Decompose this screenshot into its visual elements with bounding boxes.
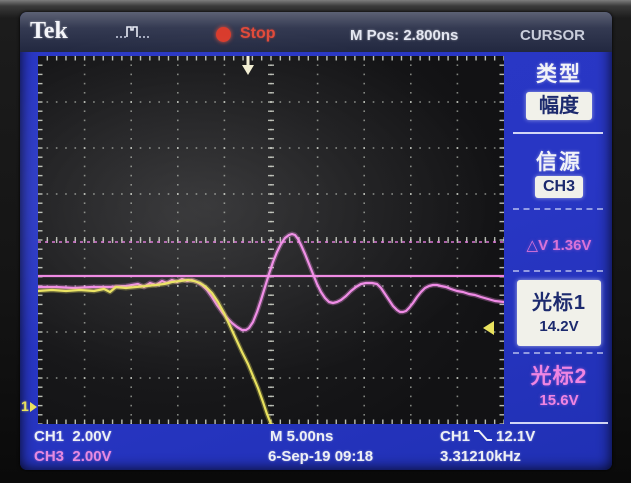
graticule-area [35, 56, 507, 427]
ch1-scale-value: 2.00V [72, 428, 112, 445]
ch3-label: CH3 [34, 448, 65, 465]
menu-title: CURSOR [520, 27, 586, 44]
right-arrow-icon [29, 402, 37, 412]
bottom-readout-bar: CH1 2.00V CH3 2.00V M 5.00ns 6-Sep-19 09… [20, 424, 612, 470]
trigger-source: CH1 [440, 428, 471, 445]
trigger-readout: CH1 12.1V [440, 428, 535, 445]
menu-separator [513, 352, 603, 354]
trigger-frequency-readout: 3.31210kHz [440, 448, 521, 465]
horizontal-position-readout: M Pos: 2.800ns [350, 27, 459, 44]
cursor1-value: 14.2V [539, 318, 579, 335]
ch3-scale-readout: CH3 2.00V [34, 448, 112, 465]
ch1-ground-marker: 1 [21, 398, 37, 414]
ch1-scale-readout: CH1 2.00V [34, 428, 112, 445]
ch3-scale-value: 2.00V [72, 448, 112, 465]
cursor-source-label: 信源 [536, 151, 582, 174]
acquisition-status: Stop [240, 25, 276, 42]
menu-separator [513, 208, 603, 210]
falling-edge-icon [474, 430, 493, 441]
trigger-level-value: 12.1V [496, 428, 536, 445]
datetime-readout: 6-Sep-19 09:18 [268, 448, 374, 465]
cursor2-label-button[interactable]: 光标2 [530, 365, 588, 388]
scope-screen: Tek Stop M Pos: 2.800ns CURSOR 1 类型 幅度 信… [20, 12, 612, 470]
ch1-marker-number: 1 [21, 398, 29, 414]
delta-v-readout: △V 1.36V [526, 237, 592, 254]
cursor2-value: 15.6V [539, 392, 579, 409]
trigger-waveform-icon [116, 26, 149, 38]
cursor1-section-button[interactable]: 光标1 14.2V [517, 280, 601, 346]
menu-separator [513, 270, 603, 272]
waveform-display [35, 56, 507, 427]
cursor-source-value-button[interactable]: CH3 [535, 176, 583, 198]
menu-separator [513, 132, 603, 134]
cursor-type-label: 类型 [536, 63, 582, 86]
cursor1-label: 光标1 [531, 292, 587, 314]
top-status-bar: Tek Stop M Pos: 2.800ns CURSOR [20, 12, 612, 52]
cursor-type-value-button[interactable]: 幅度 [526, 92, 592, 120]
menu-separator [510, 422, 608, 424]
timebase-readout: M 5.00ns [270, 428, 334, 445]
ch1-label: CH1 [34, 428, 65, 445]
trigger-level-arrow [483, 321, 494, 335]
stop-dot-icon [216, 27, 231, 42]
tek-logo: Tek [30, 18, 68, 44]
trigger-position-marker [246, 56, 250, 65]
cursor-menu-sidebar: 类型 幅度 信源 CH3 △V 1.36V 光标1 14.2V 光标2 15.6… [506, 52, 612, 438]
ch1-trace [36, 278, 273, 426]
